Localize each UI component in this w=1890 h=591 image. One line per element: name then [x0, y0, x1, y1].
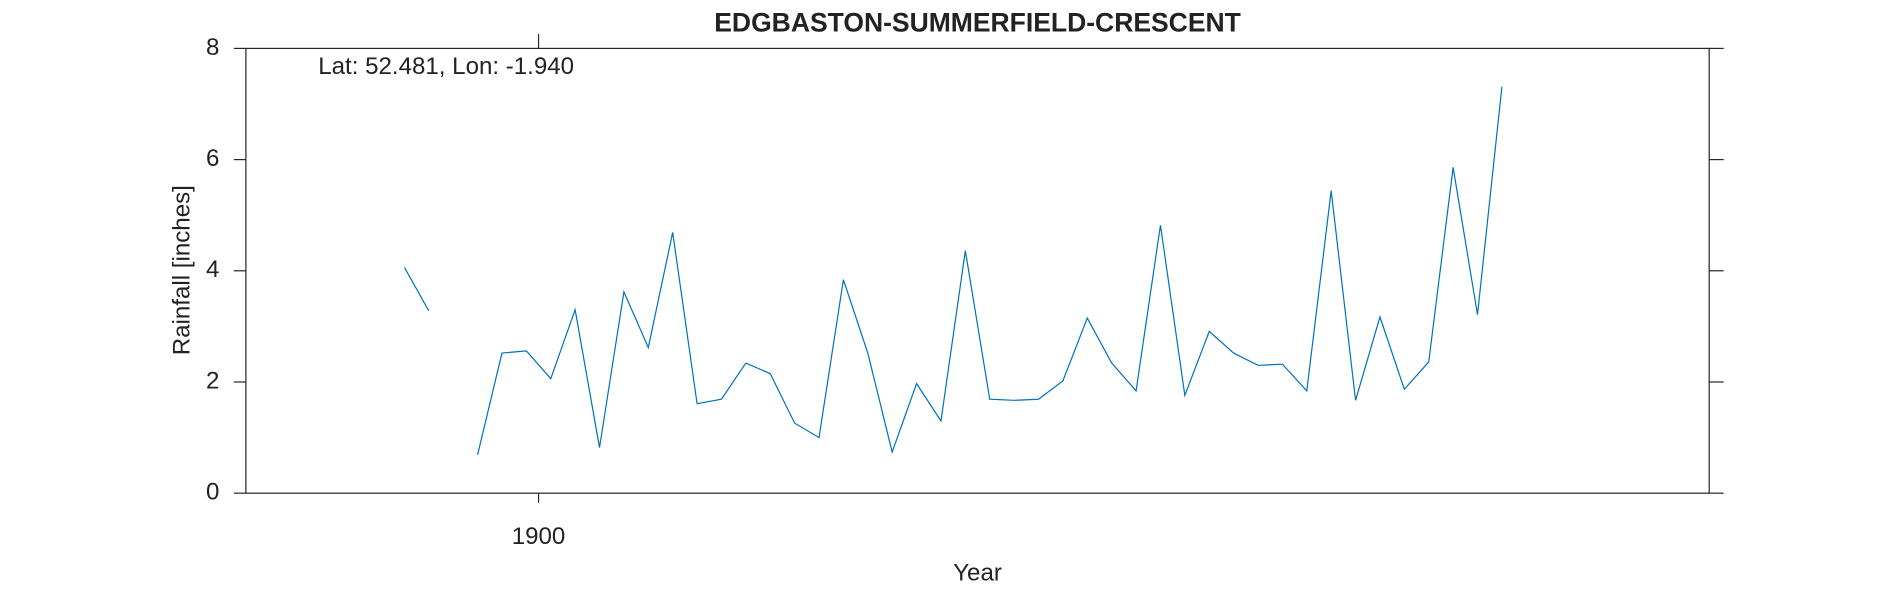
- x-axis-label: Year: [953, 559, 1002, 586]
- y-tick-label: 8: [206, 34, 219, 61]
- chart-title: EDGBASTON-SUMMERFIELD-CRESCENT: [714, 7, 1241, 37]
- plot-frame: [245, 47, 1710, 494]
- y-tick-label: 0: [206, 479, 219, 506]
- y-tick-label: 6: [206, 145, 219, 172]
- y-tick-label: 2: [206, 367, 219, 394]
- y-axis-label: Rainfall [inches]: [169, 185, 196, 355]
- y-tick-label: 4: [206, 256, 219, 283]
- annotation: Lat: 52.481, Lon: -1.940: [318, 53, 574, 80]
- data-line: [403, 86, 1503, 455]
- x-tick-label: 1900: [512, 523, 566, 550]
